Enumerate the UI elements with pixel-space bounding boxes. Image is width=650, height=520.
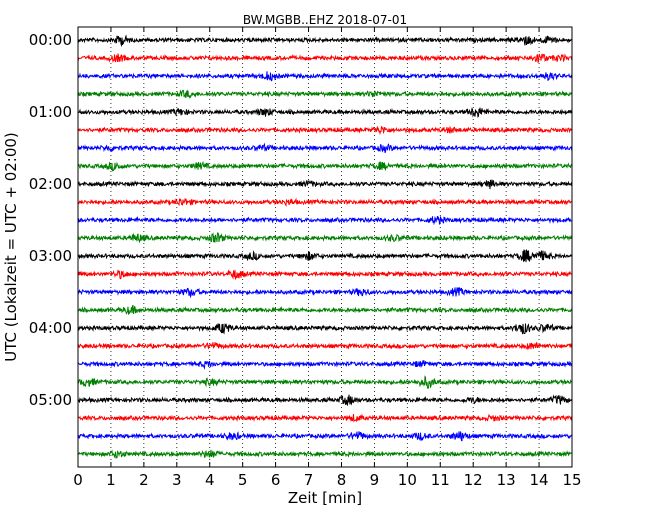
x-tick-label-9: 9 [370,471,380,489]
trace-row-8 [77,179,573,190]
trace-row-20 [77,394,573,406]
trace-row-12 [77,249,573,263]
y-tick-label-01-00: 01:00 [29,103,72,121]
x-tick-label-10: 10 [398,471,417,489]
traces [77,34,573,459]
x-tick-label-2: 2 [139,471,149,489]
x-tick-label-13: 13 [497,471,516,489]
trace-row-19 [77,375,573,390]
trace-row-0 [77,34,573,48]
trace-row-2 [77,71,573,82]
x-tick-label-14: 14 [530,471,549,489]
trace-row-10 [77,215,573,226]
trace-row-18 [77,360,573,370]
chart-title: BW.MGBB..EHZ 2018-07-01 [243,13,407,27]
trace-row-21 [77,413,573,423]
trace-row-14 [77,287,573,299]
trace-row-23 [77,449,573,459]
x-tick-label-15: 15 [562,471,581,489]
y-tick-label-00-00: 00:00 [29,31,72,49]
plot-background [78,27,572,467]
trace-row-11 [77,232,573,244]
x-tick-label-6: 6 [271,471,281,489]
trace-row-6 [77,142,573,153]
trace-row-9 [77,197,573,208]
vertical-grid [110,27,540,467]
trace-row-3 [77,89,573,99]
x-tick-label-5: 5 [238,471,248,489]
x-ticks: 0 1 2 3 4 5 6 7 8 9 10 11 12 13 14 15 [73,27,582,489]
x-tick-label-4: 4 [205,471,215,489]
trace-row-16 [77,323,573,335]
x-axis-label: Zeit [min] [288,489,362,507]
trace-row-17 [77,341,573,351]
x-tick-label-7: 7 [304,471,314,489]
trace-row-13 [77,269,573,280]
trace-row-5 [77,125,573,136]
y-tick-label-02-00: 02:00 [29,175,72,193]
trace-row-15 [77,304,573,315]
x-tick-label-3: 3 [172,471,182,489]
trace-row-1 [77,53,573,63]
x-tick-label-12: 12 [464,471,483,489]
trace-row-7 [77,160,573,172]
y-tick-label-04-00: 04:00 [29,319,72,337]
x-tick-label-0: 0 [73,471,83,489]
y-axis-label: UTC (Lokalzeit = UTC + 02:00) [2,132,20,362]
x-tick-label-11: 11 [431,471,450,489]
y-ticks: 00:00 01:00 02:00 03:00 04:00 05:00 [29,31,572,409]
x-tick-label-8: 8 [337,471,347,489]
trace-row-4 [77,107,573,119]
y-tick-label-03-00: 03:00 [29,247,72,265]
trace-row-22 [77,431,573,442]
plot-frame [77,26,573,468]
y-tick-label-05-00: 05:00 [29,391,72,409]
x-tick-label-1: 1 [106,471,116,489]
